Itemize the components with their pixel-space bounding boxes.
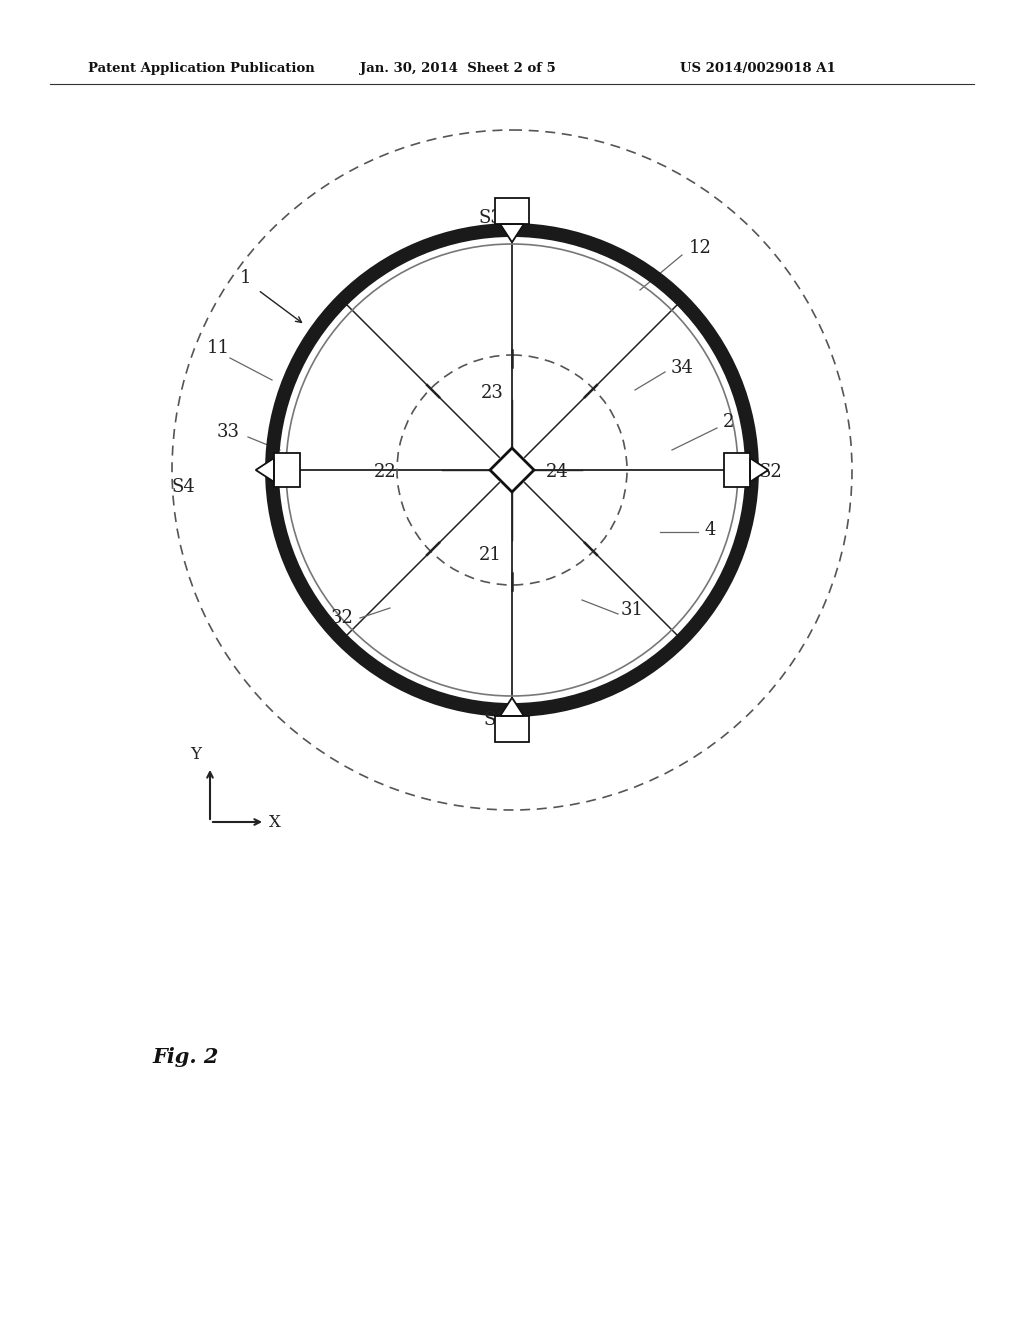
Text: 1: 1 <box>240 269 251 286</box>
Text: 22: 22 <box>374 463 396 480</box>
Polygon shape <box>490 447 534 492</box>
Text: 21: 21 <box>478 546 502 564</box>
Text: Jan. 30, 2014  Sheet 2 of 5: Jan. 30, 2014 Sheet 2 of 5 <box>360 62 556 75</box>
Text: 2: 2 <box>722 413 733 432</box>
Bar <box>495 715 529 742</box>
Text: US 2014/0029018 A1: US 2014/0029018 A1 <box>680 62 836 75</box>
Text: 31: 31 <box>621 601 643 619</box>
Text: Fig. 2: Fig. 2 <box>152 1047 218 1067</box>
Bar <box>495 198 529 224</box>
Bar <box>273 453 300 487</box>
Bar <box>724 453 751 487</box>
Text: 24: 24 <box>546 463 568 480</box>
Polygon shape <box>751 458 768 482</box>
Text: 4: 4 <box>705 521 716 539</box>
Text: X: X <box>269 814 281 832</box>
Text: S4: S4 <box>171 478 195 496</box>
Text: 34: 34 <box>671 359 693 378</box>
Text: S3: S3 <box>478 209 502 227</box>
Polygon shape <box>500 224 524 243</box>
Text: Patent Application Publication: Patent Application Publication <box>88 62 314 75</box>
Text: S2: S2 <box>758 463 782 480</box>
Text: S1: S1 <box>483 711 507 729</box>
Text: 11: 11 <box>207 339 229 356</box>
Polygon shape <box>500 698 524 715</box>
Polygon shape <box>256 458 273 482</box>
Text: 12: 12 <box>688 239 712 257</box>
Text: 33: 33 <box>216 422 240 441</box>
Text: Y: Y <box>190 746 202 763</box>
Text: 23: 23 <box>480 384 504 403</box>
Text: 32: 32 <box>331 609 353 627</box>
